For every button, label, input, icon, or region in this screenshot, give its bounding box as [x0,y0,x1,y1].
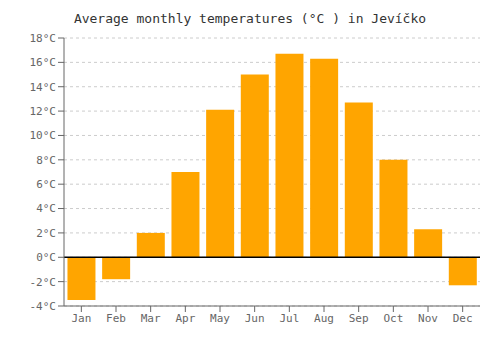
svg-text:Dec: Dec [453,312,473,325]
svg-text:May: May [210,312,230,325]
svg-text:-4°C: -4°C [30,300,57,313]
svg-text:4°C: 4°C [36,202,56,215]
html-text:Average monthly temperatures (: Average monthly temperatures (°C ) in Je… [73,11,427,26]
svg-text:16°C: 16°C [30,56,57,69]
svg-text:14°C: 14°C [30,81,57,94]
svg-text:12°C: 12°C [30,105,57,118]
svg-text:Jun: Jun [245,312,265,325]
svg-text:18°C: 18°C [30,32,57,45]
svg-text:10°C: 10°C [30,129,57,142]
svg-text:6°C: 6°C [36,178,56,191]
svg-text:Nov: Nov [418,312,438,325]
svg-text:-2°C: -2°C [30,276,57,289]
svg-text:Aug: Aug [314,312,334,325]
svg-text:8°C: 8°C [36,154,56,167]
svg-text:Mar: Mar [141,312,161,325]
svg-text:Feb: Feb [106,312,126,325]
svg-text:Jul: Jul [279,312,299,325]
svg-text:2°C: 2°C [36,227,56,240]
svg-text:Apr: Apr [175,312,195,325]
svg-text:0°C: 0°C [36,251,56,264]
svg-text:Jan: Jan [71,312,91,325]
svg-text:Sep: Sep [349,312,369,325]
svg-text:Oct: Oct [383,312,403,325]
